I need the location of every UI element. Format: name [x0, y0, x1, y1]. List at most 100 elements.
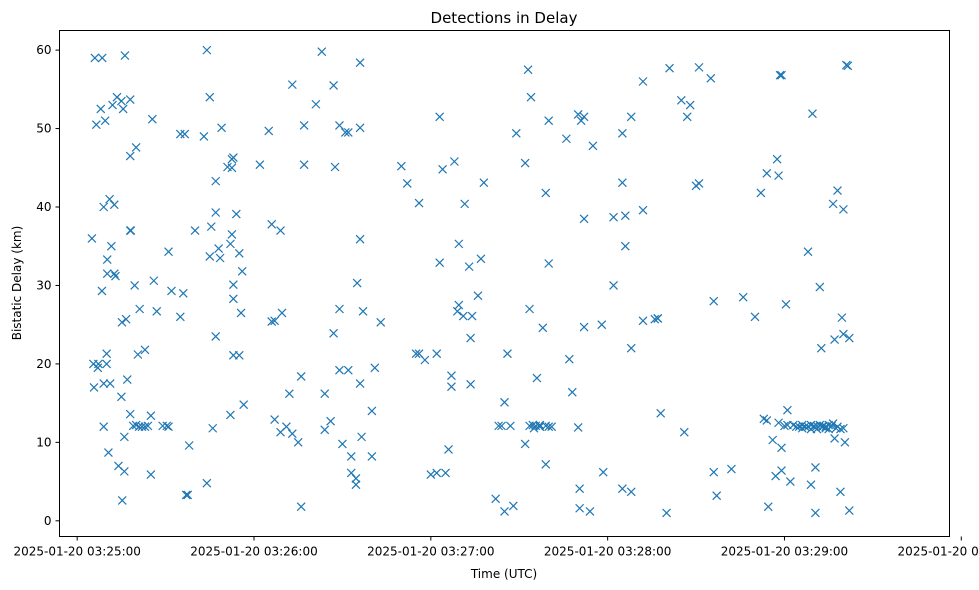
detection-point — [105, 379, 115, 388]
detection-point — [573, 110, 583, 119]
detection-point — [117, 495, 127, 505]
y-tick-label: 60 — [36, 43, 51, 57]
detection-point — [497, 421, 506, 431]
detection-point — [656, 408, 666, 418]
data-markers — [87, 45, 854, 518]
detection-point — [340, 128, 350, 137]
detection-point — [454, 239, 464, 249]
detection-point — [103, 448, 113, 457]
detection-point — [184, 441, 194, 450]
detection-point — [202, 478, 212, 488]
detection-point — [226, 410, 235, 420]
detection-point — [162, 421, 172, 431]
detection-point — [119, 466, 129, 476]
detection-point — [617, 484, 627, 494]
detection-point — [296, 372, 306, 381]
detection-point — [358, 306, 368, 316]
detection-point — [215, 253, 225, 263]
detection-point — [199, 131, 209, 141]
detection-point — [464, 262, 474, 272]
detection-point — [140, 422, 150, 432]
detection-point — [815, 282, 825, 292]
detection-point — [528, 420, 538, 430]
detection-point — [108, 100, 117, 110]
detection-point — [830, 335, 839, 345]
detection-point — [638, 77, 648, 86]
y-tick-label: 10 — [36, 435, 51, 449]
detection-point — [800, 422, 810, 432]
detection-point — [709, 467, 719, 477]
detection-point — [441, 468, 450, 478]
detection-point — [99, 422, 109, 432]
detection-point — [239, 400, 249, 410]
y-tick-label: 20 — [36, 357, 51, 371]
detection-point — [109, 200, 119, 210]
detection-point — [726, 464, 736, 474]
detection-point — [420, 355, 430, 365]
detection-point — [211, 332, 221, 341]
detection-point — [432, 349, 442, 359]
detection-point — [694, 62, 704, 72]
detection-point — [435, 112, 445, 122]
detection-point — [561, 134, 571, 144]
detection-point — [293, 437, 303, 447]
detection-point — [520, 158, 530, 168]
detection-point — [833, 186, 842, 195]
detection-point — [351, 474, 361, 483]
detection-point — [777, 70, 786, 80]
detection-point — [146, 411, 156, 421]
detection-point — [526, 92, 536, 102]
detection-point — [276, 226, 285, 235]
detection-point — [665, 63, 674, 73]
detection-point — [122, 375, 132, 385]
detection-point — [320, 425, 330, 435]
detection-point — [164, 422, 173, 432]
detection-point — [330, 162, 340, 172]
detection-point — [296, 502, 306, 512]
detection-point — [227, 163, 237, 173]
detection-point — [267, 219, 277, 229]
detection-point — [121, 314, 131, 324]
detection-point — [756, 188, 766, 198]
detection-point — [694, 179, 704, 188]
detection-point — [102, 255, 112, 264]
detection-point — [759, 414, 769, 424]
detection-point — [264, 126, 274, 136]
detection-point — [467, 311, 477, 321]
detection-point — [806, 480, 816, 490]
detection-point — [206, 222, 216, 232]
detection-point — [788, 420, 798, 430]
detection-point — [178, 288, 188, 298]
y-tick-label: 0 — [44, 514, 52, 528]
detection-point — [335, 120, 344, 130]
x-tick-label: 2025-01-20 03:30:00 — [898, 545, 979, 559]
detection-point — [96, 104, 106, 114]
detection-point — [140, 345, 150, 355]
detection-point — [208, 423, 218, 433]
detection-point — [609, 281, 618, 290]
detection-point — [100, 116, 110, 126]
detection-point — [355, 123, 365, 133]
detection-point — [712, 491, 722, 501]
detection-point — [520, 439, 530, 449]
detection-point — [180, 129, 190, 139]
detection-point — [106, 241, 116, 251]
detection-point — [544, 259, 554, 268]
detection-point — [432, 468, 442, 478]
detection-point — [370, 363, 380, 373]
detection-point — [564, 354, 574, 364]
detection-point — [447, 371, 456, 381]
detection-point — [287, 80, 297, 90]
detection-point — [109, 269, 119, 279]
detection-point — [638, 316, 648, 326]
detection-point — [575, 503, 585, 513]
detection-point — [205, 252, 215, 261]
detection-point — [93, 359, 103, 369]
detection-point — [810, 508, 820, 518]
detection-point — [476, 254, 486, 264]
detection-point — [585, 506, 595, 516]
detection-point — [270, 316, 280, 326]
detection-point — [588, 141, 598, 151]
detection-point — [620, 241, 630, 251]
detection-point — [617, 178, 627, 188]
